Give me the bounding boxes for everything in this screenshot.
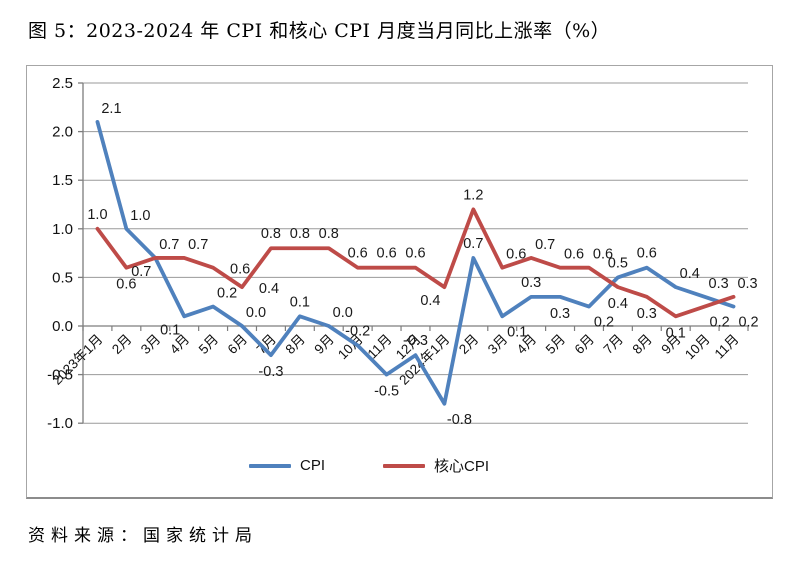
svg-text:0.6: 0.6 <box>564 247 584 263</box>
svg-text:0.3: 0.3 <box>521 275 541 291</box>
svg-text:0.3: 0.3 <box>737 276 757 292</box>
svg-text:0.2: 0.2 <box>217 286 237 302</box>
svg-text:0.0: 0.0 <box>333 305 353 321</box>
svg-text:-1.0: -1.0 <box>47 415 73 432</box>
svg-text:6月: 6月 <box>572 332 597 357</box>
svg-text:0.1: 0.1 <box>290 294 310 310</box>
svg-text:-0.5: -0.5 <box>374 384 399 400</box>
svg-text:8月: 8月 <box>629 332 654 357</box>
svg-text:1.0: 1.0 <box>87 207 107 223</box>
svg-text:-0.2: -0.2 <box>345 323 370 339</box>
svg-text:2.1: 2.1 <box>101 101 121 117</box>
svg-text:0.8: 0.8 <box>319 226 339 242</box>
legend-label: 核心CPI <box>434 458 490 475</box>
svg-text:1.0: 1.0 <box>130 208 150 224</box>
svg-text:0.6: 0.6 <box>230 262 250 278</box>
svg-text:0.7: 0.7 <box>535 237 555 253</box>
source-note: 资料来源：国家统计局 <box>28 526 258 546</box>
svg-text:10月: 10月 <box>682 332 713 363</box>
svg-text:0.6: 0.6 <box>348 246 368 262</box>
legend-swatch <box>249 463 291 468</box>
svg-text:0.2: 0.2 <box>710 315 730 331</box>
svg-text:1.0: 1.0 <box>52 221 73 238</box>
svg-text:0.3: 0.3 <box>550 306 570 322</box>
svg-text:0.6: 0.6 <box>637 246 657 262</box>
svg-text:1.5: 1.5 <box>52 172 73 189</box>
svg-text:0.7: 0.7 <box>131 264 151 280</box>
svg-text:1.2: 1.2 <box>463 187 483 203</box>
svg-text:0.2: 0.2 <box>594 315 614 331</box>
svg-text:0.3: 0.3 <box>637 306 657 322</box>
svg-text:-0.3: -0.3 <box>403 333 428 349</box>
svg-text:0.5: 0.5 <box>52 269 73 286</box>
svg-text:0.6: 0.6 <box>116 277 136 293</box>
svg-text:0.8: 0.8 <box>261 226 281 242</box>
svg-text:0.6: 0.6 <box>377 246 397 262</box>
svg-text:2月: 2月 <box>109 332 134 357</box>
legend-item-cpi: CPI <box>249 457 325 474</box>
svg-text:0.6: 0.6 <box>405 246 425 262</box>
svg-text:0.5: 0.5 <box>608 255 628 271</box>
svg-text:0.4: 0.4 <box>420 293 440 309</box>
svg-text:0.6: 0.6 <box>506 247 526 263</box>
legend-label: CPI <box>300 457 326 474</box>
chart-frame: 2.5 2.0 1.5 1.0 0.5 0.0 -0.5 -1.0 2023年1月 2月 3月 4月 5… <box>26 65 773 499</box>
svg-text:0.3: 0.3 <box>709 276 729 292</box>
svg-text:7月: 7月 <box>601 332 626 357</box>
figure-title: 图 5：2023-2024 年 CPI 和核心 CPI 月度当月同比上涨率（%） <box>28 20 611 42</box>
svg-text:2.0: 2.0 <box>52 124 73 141</box>
svg-text:0.7: 0.7 <box>159 237 179 253</box>
chart-legend: CPI 核心CPI <box>249 455 489 476</box>
svg-text:0.0: 0.0 <box>52 318 73 335</box>
svg-text:5月: 5月 <box>196 332 221 357</box>
svg-text:-0.5: -0.5 <box>47 367 73 384</box>
svg-text:0.7: 0.7 <box>188 237 208 253</box>
legend-item-核心cpi: 核心CPI <box>383 455 489 476</box>
svg-text:-0.3: -0.3 <box>258 364 283 380</box>
svg-text:0.7: 0.7 <box>463 236 483 252</box>
svg-text:0.4: 0.4 <box>259 281 279 297</box>
legend-swatch <box>383 463 426 468</box>
svg-text:0.1: 0.1 <box>160 322 180 338</box>
svg-text:-0.8: -0.8 <box>447 412 472 428</box>
svg-text:0.4: 0.4 <box>608 296 628 312</box>
svg-text:0.1: 0.1 <box>507 324 527 340</box>
svg-text:6月: 6月 <box>225 332 250 357</box>
svg-text:2.5: 2.5 <box>52 75 73 92</box>
svg-text:5月: 5月 <box>543 332 568 357</box>
svg-text:9月: 9月 <box>311 332 336 357</box>
svg-text:0.6: 0.6 <box>593 247 613 263</box>
svg-text:0.8: 0.8 <box>290 226 310 242</box>
svg-text:2023年1月: 2023年1月 <box>49 332 105 388</box>
svg-text:0.1: 0.1 <box>666 325 686 341</box>
svg-text:0.4: 0.4 <box>680 266 700 282</box>
svg-text:0.0: 0.0 <box>246 305 266 321</box>
svg-text:11月: 11月 <box>712 332 742 362</box>
svg-text:0.2: 0.2 <box>738 315 758 331</box>
